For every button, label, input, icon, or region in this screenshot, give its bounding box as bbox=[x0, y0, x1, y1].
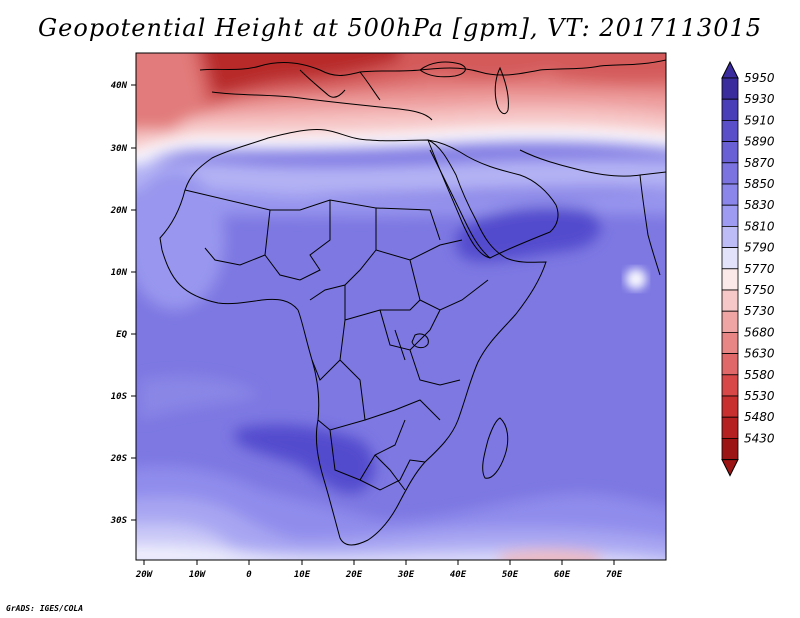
colorbar-label: 5870 bbox=[744, 156, 775, 170]
colorbar-label: 5480 bbox=[744, 410, 775, 424]
colorbar-swatch bbox=[721, 141, 739, 164]
colorbar-label: 5770 bbox=[744, 262, 775, 276]
x-tick-label: 20E bbox=[345, 570, 363, 580]
colorbar-label: 5830 bbox=[744, 198, 775, 212]
y-tick-label: 40N bbox=[111, 81, 128, 91]
y-tick-label: 20S bbox=[110, 454, 128, 464]
colorbar-swatch bbox=[721, 331, 739, 354]
y-tick-labels: 40N 30N 20N 10N EQ 10S 20S 30S bbox=[110, 81, 128, 526]
colorbar-label: 5910 bbox=[744, 113, 775, 127]
y-tick-label: 10N bbox=[111, 268, 128, 278]
y-tick-label: 30N bbox=[110, 144, 128, 154]
colorbar-label: 5890 bbox=[744, 135, 775, 149]
x-tick-label: 20W bbox=[135, 570, 154, 580]
colorbar-label: 5750 bbox=[744, 283, 775, 297]
colorbar-swatch bbox=[721, 374, 739, 397]
colorbar-label: 5810 bbox=[744, 219, 775, 233]
x-tick-label: 10W bbox=[189, 570, 207, 580]
colorbar-label: 5430 bbox=[744, 431, 775, 445]
map-title: Geopotential Height at 500hPa [gpm], VT:… bbox=[38, 14, 762, 42]
colorbar-label: 5630 bbox=[744, 347, 775, 361]
x-tick-label: 30E bbox=[397, 570, 415, 580]
y-tick-label: 20N bbox=[110, 206, 128, 216]
colorbar-swatch bbox=[721, 225, 739, 248]
colorbar-swatch bbox=[721, 268, 739, 291]
colorbar-swatch bbox=[721, 77, 739, 100]
colorbar-swatch bbox=[721, 183, 739, 206]
colorbar-arrow-bottom bbox=[721, 459, 739, 477]
colorbar-swatch bbox=[721, 162, 739, 185]
colorbar-label: 5790 bbox=[744, 241, 775, 255]
colorbar-label: 5530 bbox=[744, 389, 775, 403]
colorbar-swatch bbox=[721, 247, 739, 270]
colorbar-label: 5950 bbox=[744, 71, 775, 85]
x-ticks bbox=[143, 560, 615, 565]
colorbar-swatch bbox=[721, 98, 739, 121]
colorbar-swatch bbox=[721, 120, 739, 143]
colorbar-swatch bbox=[721, 204, 739, 227]
x-tick-label: 40E bbox=[450, 570, 467, 580]
colorbar-label: 5580 bbox=[744, 368, 775, 382]
colorbar-swatch bbox=[721, 395, 739, 418]
x-tick-label: 10E bbox=[294, 570, 311, 580]
colorbar-label: 5930 bbox=[744, 92, 775, 106]
colorbar-swatch bbox=[721, 310, 739, 333]
x-tick-labels: 20W 10W 0 10E 20E 30E 40E 50E 60E 70E bbox=[135, 570, 623, 580]
x-tick-label: 50E bbox=[502, 570, 519, 580]
colorbar-swatch bbox=[721, 437, 739, 460]
colorbar-swatch bbox=[721, 289, 739, 312]
colorbar-label: 5850 bbox=[744, 177, 775, 191]
colorbar-swatch bbox=[721, 416, 739, 439]
x-tick-label: 0 bbox=[246, 570, 252, 580]
colorbar-arrow-top bbox=[721, 60, 739, 79]
colorbar: 5950 5930 5910 5890 5870 5850 5830 5810 5790 5770… bbox=[721, 60, 775, 477]
y-tick-label: EQ bbox=[116, 330, 127, 340]
colorbar-label: 5730 bbox=[744, 304, 775, 318]
credit-text: GrADS: IGES/COLA bbox=[6, 604, 84, 613]
y-ticks bbox=[131, 84, 136, 521]
coastlines bbox=[159, 59, 666, 546]
colorbar-swatch bbox=[721, 353, 739, 376]
height-field bbox=[136, 53, 666, 560]
plot-frame bbox=[135, 52, 667, 561]
colorbar-label: 5680 bbox=[744, 325, 775, 339]
x-tick-label: 70E bbox=[606, 570, 623, 580]
y-tick-label: 30S bbox=[110, 516, 128, 526]
x-tick-label: 60E bbox=[554, 570, 571, 580]
y-tick-label: 10S bbox=[111, 392, 128, 402]
